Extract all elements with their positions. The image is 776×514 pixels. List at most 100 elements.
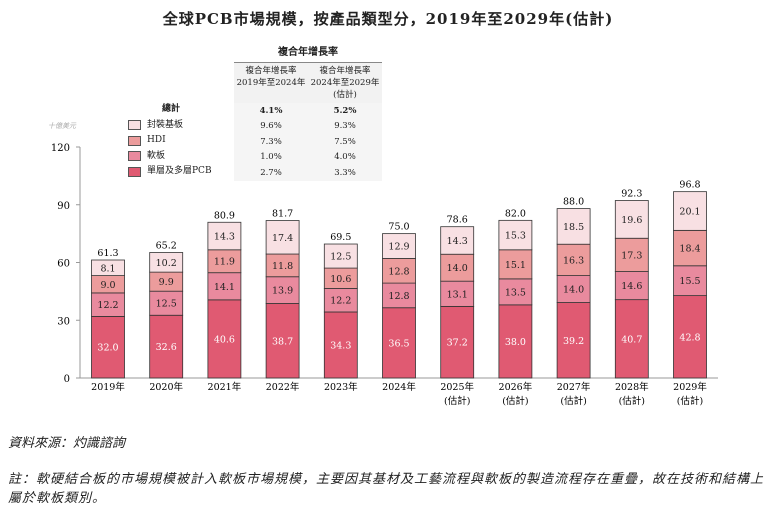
bar-segment bbox=[673, 265, 707, 297]
legend-item: HDI bbox=[128, 135, 166, 146]
data-label: 17.4 bbox=[272, 233, 293, 244]
cagr-row: 1.0% 4.0% bbox=[234, 150, 382, 166]
cagr-value: 3.3% bbox=[334, 167, 356, 178]
bar-segment bbox=[382, 282, 416, 309]
data-label: 12.8 bbox=[388, 291, 409, 302]
x-tick-label: 2019年 bbox=[91, 381, 125, 393]
legend-item: 單層及多層PCB bbox=[128, 166, 212, 177]
total-label: 92.3 bbox=[621, 189, 642, 200]
cagr-value: 1.0% bbox=[260, 152, 282, 163]
data-label: 40.6 bbox=[214, 334, 235, 345]
x-tick-label: 2020年 bbox=[149, 381, 183, 393]
total-label: 61.3 bbox=[97, 248, 118, 259]
x-tick-label: (估計) bbox=[619, 395, 645, 407]
data-label: 38.7 bbox=[272, 336, 293, 347]
y-tick-label: 30 bbox=[57, 316, 70, 327]
chart-title: 全球PCB市場規模，按產品類型分，2019年至2029年(估計) bbox=[162, 10, 614, 28]
data-label: 36.5 bbox=[388, 338, 409, 349]
data-label: 20.1 bbox=[679, 207, 700, 218]
data-label: 16.3 bbox=[563, 255, 584, 266]
bar-segment bbox=[265, 220, 300, 255]
data-label: 12.2 bbox=[330, 296, 351, 307]
data-label: 9.0 bbox=[100, 280, 115, 291]
data-label: 15.5 bbox=[679, 276, 700, 287]
data-label: 34.3 bbox=[330, 340, 351, 351]
data-label: 32.0 bbox=[97, 343, 118, 354]
x-tick-label: (估計) bbox=[560, 395, 586, 407]
legend-swatch bbox=[128, 151, 141, 161]
data-label: 12.5 bbox=[330, 252, 351, 263]
data-label: 19.6 bbox=[621, 215, 642, 226]
total-label: 78.6 bbox=[447, 215, 468, 226]
bar-segment bbox=[382, 233, 416, 259]
data-label: 8.1 bbox=[100, 263, 115, 274]
source-text: 資料來源：灼識諮詢 bbox=[8, 436, 126, 451]
bar-segment bbox=[265, 303, 300, 379]
data-label: 18.5 bbox=[563, 222, 584, 233]
x-tick-label: 2029年 bbox=[673, 381, 707, 393]
x-tick-label: 2022年 bbox=[266, 381, 300, 393]
bar-segment bbox=[556, 208, 591, 245]
x-tick-label: 2024年 bbox=[382, 381, 416, 393]
data-label: 13.5 bbox=[505, 287, 526, 298]
legend-label: 軟板 bbox=[147, 150, 166, 161]
data-label: 14.1 bbox=[214, 282, 235, 293]
x-tick-label: (估計) bbox=[502, 395, 528, 407]
bar-segment bbox=[149, 314, 184, 379]
total-label: 96.8 bbox=[679, 180, 700, 191]
bar-segment bbox=[673, 229, 707, 267]
total-label: 82.0 bbox=[505, 208, 526, 219]
legend-swatch bbox=[128, 135, 141, 146]
data-label: 15.1 bbox=[505, 260, 526, 271]
y-tick-label: 60 bbox=[57, 259, 70, 270]
bar-segment bbox=[440, 253, 475, 282]
cagr-row: 4.1% 5.2% bbox=[234, 103, 382, 119]
legend-swatch bbox=[128, 166, 141, 177]
data-label: 14.0 bbox=[563, 285, 584, 296]
total-label: 88.0 bbox=[563, 197, 584, 208]
bar-segment bbox=[498, 304, 533, 379]
legend-label: 單層及多層PCB bbox=[147, 166, 212, 176]
data-label: 40.7 bbox=[621, 334, 642, 345]
cagr-value: 5.2% bbox=[333, 105, 357, 116]
total-label: 80.9 bbox=[214, 210, 235, 221]
data-label: 14.3 bbox=[447, 236, 468, 247]
stacked-bar-chart: 十億美元 0 30 60 90 120 32.0 12.2 9.0 8.1 61.3 2019年 32.… bbox=[48, 122, 718, 407]
x-tick-label: 2026年 bbox=[499, 381, 533, 393]
bar-segment bbox=[614, 200, 649, 239]
cagr-row: 7.3% 7.5% bbox=[234, 134, 382, 150]
total-label: 69.5 bbox=[330, 232, 351, 243]
data-label: 12.8 bbox=[388, 266, 409, 277]
bar-segment bbox=[265, 276, 300, 304]
data-label: 9.9 bbox=[159, 277, 174, 288]
footnote: 註：軟硬結合板的市場規模被計入軟板市場規模，主要因其基材及工藝流程與軟板的製造流… bbox=[8, 472, 765, 506]
x-tick-label: (估計) bbox=[677, 395, 703, 407]
bar-segment bbox=[498, 219, 533, 251]
bar-segment bbox=[556, 302, 591, 379]
cagr-header: 複合年增長率 bbox=[234, 46, 382, 63]
data-label: 17.3 bbox=[621, 250, 642, 261]
data-label: 39.2 bbox=[563, 336, 584, 347]
bar-segment bbox=[382, 307, 416, 379]
cagr-value: 7.3% bbox=[260, 136, 282, 147]
cagr-value: 4.0% bbox=[334, 152, 356, 163]
cagr-value: 7.5% bbox=[334, 136, 356, 147]
legend-item: 軟板 bbox=[128, 151, 165, 162]
data-label: 12.9 bbox=[388, 242, 409, 253]
data-label: 12.2 bbox=[97, 300, 118, 311]
total-label: 65.2 bbox=[156, 240, 177, 251]
data-label: 15.3 bbox=[505, 231, 526, 242]
data-label: 10.6 bbox=[330, 274, 351, 285]
x-tick-label: 2028年 bbox=[615, 381, 649, 393]
data-label: 42.8 bbox=[679, 332, 700, 343]
y-tick-label: 120 bbox=[51, 143, 70, 154]
cagr-value: 2.7% bbox=[260, 167, 282, 178]
bar-segment bbox=[91, 259, 125, 276]
data-label: 10.2 bbox=[156, 258, 177, 269]
total-label: 81.7 bbox=[272, 209, 293, 220]
cagr-col-1: 複合年增長率 2019年至2024年 bbox=[236, 66, 306, 88]
bar-segment bbox=[207, 299, 242, 379]
bar-segment bbox=[382, 258, 416, 284]
total-label: 75.0 bbox=[388, 222, 409, 233]
x-tick-label: 2021年 bbox=[208, 381, 242, 393]
